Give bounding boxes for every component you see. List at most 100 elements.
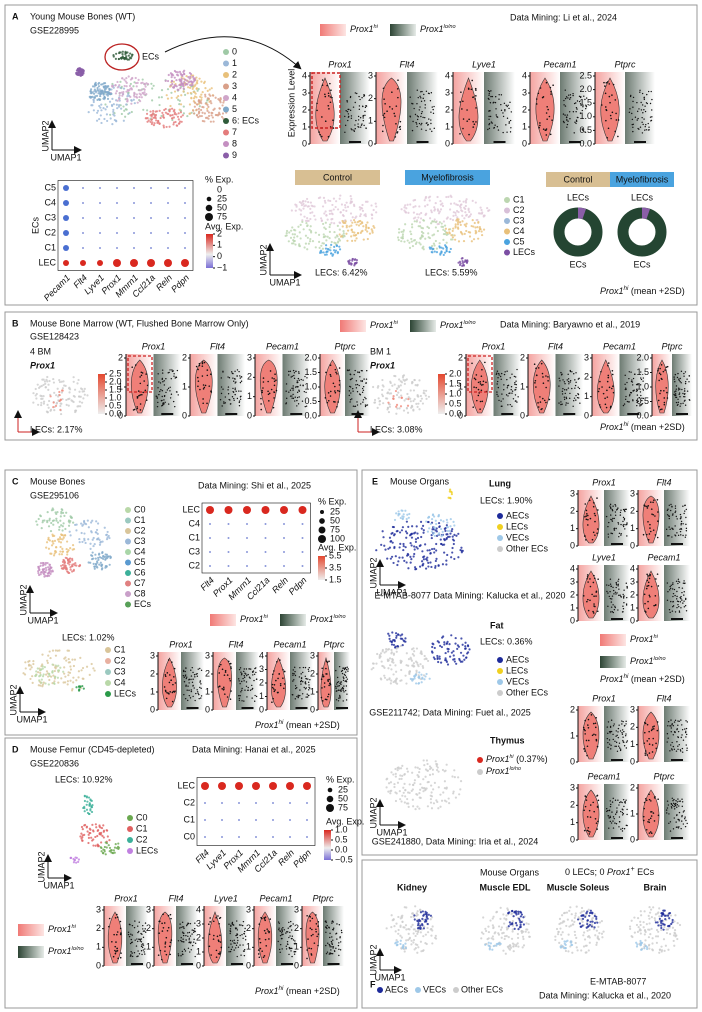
cell-point xyxy=(357,119,360,121)
cell-point xyxy=(344,680,346,683)
cell-point xyxy=(193,930,196,933)
umap-point xyxy=(108,100,112,103)
cell-point xyxy=(292,369,295,372)
cell-point xyxy=(643,97,645,99)
violin-title: Ptprc xyxy=(323,639,345,649)
cell-point xyxy=(639,404,641,406)
cell-point xyxy=(131,955,134,958)
cell-point xyxy=(229,679,232,682)
umap-point xyxy=(59,545,62,549)
umap-point xyxy=(200,96,203,99)
umap-point xyxy=(48,399,51,403)
umap-point xyxy=(309,230,313,233)
umap-point xyxy=(344,220,347,223)
dot xyxy=(246,523,248,525)
legend-dot xyxy=(223,72,229,78)
dot xyxy=(283,537,285,539)
umap-point xyxy=(53,680,56,683)
cell-point xyxy=(357,123,359,125)
cell-point xyxy=(684,380,687,383)
umap-point xyxy=(162,124,165,127)
cell-point xyxy=(293,673,295,675)
umap-point xyxy=(307,205,310,208)
cell-point xyxy=(163,384,166,386)
cell-point xyxy=(505,104,507,107)
cell-point xyxy=(215,917,217,919)
umap-point xyxy=(117,105,121,108)
violin-title: Pecam1 xyxy=(259,893,292,903)
umap-point xyxy=(413,398,416,401)
cell-point xyxy=(262,381,265,383)
umap-point xyxy=(106,92,109,95)
cell-point xyxy=(134,920,136,922)
cell-point xyxy=(643,109,645,111)
cell-point xyxy=(194,676,196,678)
umap-point xyxy=(197,107,201,111)
umap-point xyxy=(87,841,90,845)
accession: GSE228995 xyxy=(30,25,79,35)
umap-point xyxy=(179,111,183,114)
cell-point xyxy=(291,955,293,958)
cell-point xyxy=(338,685,340,687)
umap-point xyxy=(130,55,133,58)
umap-point xyxy=(427,565,430,568)
umap-point xyxy=(388,405,392,408)
cell-point xyxy=(197,668,199,670)
umap-point xyxy=(45,541,49,544)
umap-point xyxy=(357,224,361,227)
cell-point xyxy=(285,932,287,934)
cell-point xyxy=(326,673,328,675)
legend-dot xyxy=(125,517,131,524)
umap-point xyxy=(462,239,466,243)
cell-point xyxy=(220,663,222,666)
cell-point xyxy=(356,92,358,95)
cell-point xyxy=(644,129,646,131)
cell-point xyxy=(626,400,629,403)
cell-point xyxy=(477,388,480,391)
dot xyxy=(264,537,267,539)
cell-point xyxy=(541,397,544,400)
cell-point xyxy=(208,933,211,936)
umap-point xyxy=(129,82,132,86)
tick-label: 2 xyxy=(217,228,222,238)
cell-point xyxy=(569,98,571,100)
umap-point xyxy=(432,242,436,245)
legend-dot xyxy=(105,647,111,653)
umap-point xyxy=(128,84,132,87)
umap-point xyxy=(441,202,444,205)
umap-point xyxy=(430,536,433,540)
cell-point xyxy=(192,944,194,947)
tick-label: 1 xyxy=(96,942,101,952)
tick-label: 0 xyxy=(146,960,151,970)
cell-point xyxy=(624,374,626,377)
cell-point xyxy=(164,674,167,676)
umap-point xyxy=(95,528,99,532)
umap-point xyxy=(412,399,415,403)
umap-point xyxy=(60,402,63,405)
umap-point xyxy=(303,246,306,249)
umap-point xyxy=(40,527,43,530)
umap-point xyxy=(297,225,300,228)
legend-label: C7 xyxy=(134,578,146,588)
cell-point xyxy=(127,933,130,936)
umap-point xyxy=(198,105,201,108)
cell-point xyxy=(683,395,685,398)
tick-label: 5.5 xyxy=(329,550,342,560)
cell-point xyxy=(239,682,241,685)
cell-point xyxy=(340,681,342,683)
cell-point xyxy=(500,378,502,381)
cell-point xyxy=(337,401,339,403)
cell-point xyxy=(578,387,581,390)
umap-point xyxy=(325,253,328,256)
dot xyxy=(63,260,69,266)
dotplot-frame xyxy=(196,777,316,846)
cell-point xyxy=(640,394,642,397)
cell-point xyxy=(487,128,489,131)
umap-point xyxy=(195,114,199,117)
umap-point xyxy=(39,394,42,397)
cell-point xyxy=(294,674,297,677)
cell-point xyxy=(336,938,338,940)
umap-point xyxy=(135,96,139,99)
legend-dot xyxy=(223,49,229,55)
umap-point xyxy=(313,214,316,217)
